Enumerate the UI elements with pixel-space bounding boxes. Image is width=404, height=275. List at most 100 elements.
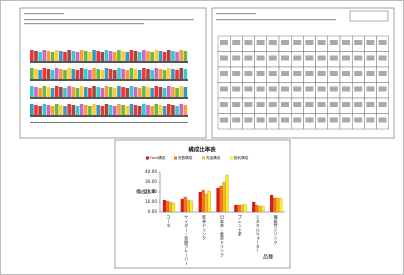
product <box>63 70 67 79</box>
cell-text <box>318 118 326 123</box>
product <box>30 50 34 61</box>
cell-text <box>379 87 387 92</box>
product <box>67 68 71 79</box>
product <box>47 105 51 115</box>
product <box>117 104 121 115</box>
legend-swatch <box>146 157 149 160</box>
product <box>163 106 167 115</box>
product <box>72 51 76 61</box>
y-tick-label: 20.00 <box>145 189 157 194</box>
cell-text <box>305 40 313 45</box>
product <box>134 87 138 97</box>
product <box>51 52 55 61</box>
product <box>34 51 38 61</box>
bar <box>208 191 211 212</box>
cell-text <box>366 40 374 45</box>
product <box>101 88 105 97</box>
bar <box>237 205 240 212</box>
product <box>55 86 59 97</box>
product <box>138 106 142 115</box>
x-tick-label: コーラ <box>166 215 171 228</box>
product <box>121 105 125 115</box>
screenshot: 構成比率表 構成比率 品種 Face構成売数構成売金構成粗利構成0.0010.0… <box>0 0 404 275</box>
product <box>42 68 46 79</box>
product <box>142 86 146 97</box>
legend-label: 粗利構成 <box>234 155 249 160</box>
shelf-bottom <box>30 122 188 123</box>
product <box>38 106 42 115</box>
bar <box>240 205 243 212</box>
cell-text <box>342 71 350 76</box>
cell-text <box>220 118 228 123</box>
bar <box>202 190 205 212</box>
cell-text <box>379 118 387 123</box>
product <box>38 70 42 79</box>
product <box>184 87 188 97</box>
product <box>146 87 150 97</box>
x-tick-label: 機能性ドリンク <box>273 214 279 245</box>
product <box>63 52 67 61</box>
product <box>30 104 34 115</box>
product <box>142 104 146 115</box>
cell-text <box>269 87 277 92</box>
product <box>51 70 55 79</box>
product <box>146 51 150 61</box>
bar <box>172 203 175 212</box>
shelf <box>30 97 188 99</box>
bar <box>169 202 172 212</box>
cell-text <box>269 118 277 123</box>
product <box>63 106 67 115</box>
product <box>142 68 146 79</box>
product <box>80 104 84 115</box>
cell-text <box>244 102 252 107</box>
cell-text <box>269 56 277 61</box>
product <box>159 51 163 61</box>
product <box>34 105 38 115</box>
product <box>171 105 175 115</box>
product <box>92 68 96 79</box>
bar <box>187 200 190 212</box>
bar <box>220 186 223 212</box>
product <box>155 86 159 97</box>
cell-text <box>281 71 289 76</box>
bar <box>190 201 193 212</box>
cell-text <box>293 87 301 92</box>
product <box>30 86 34 97</box>
product <box>175 70 179 79</box>
product <box>155 68 159 79</box>
legend-label: 売金構成 <box>206 155 221 160</box>
product <box>30 68 34 79</box>
product <box>130 50 134 61</box>
product <box>92 86 96 97</box>
cell-text <box>232 102 240 107</box>
product <box>159 87 163 97</box>
y-tick-label: 10.00 <box>145 199 157 204</box>
cell-text <box>220 102 228 107</box>
bar <box>205 194 208 212</box>
product <box>109 51 113 61</box>
product <box>163 88 167 97</box>
product <box>171 69 175 79</box>
product <box>55 50 59 61</box>
product <box>80 86 84 97</box>
legend-swatch <box>202 157 205 160</box>
cell-text <box>305 71 313 76</box>
product <box>38 88 42 97</box>
cell-text <box>244 71 252 76</box>
x-tick-label: 乾茶ドリンク <box>201 214 207 241</box>
cell-text <box>293 40 301 45</box>
product <box>125 70 129 79</box>
product <box>121 87 125 97</box>
product <box>80 50 84 61</box>
cell-text <box>257 118 265 123</box>
bar <box>261 206 264 212</box>
cell-text <box>379 40 387 45</box>
cell-text <box>293 102 301 107</box>
cell-text <box>257 71 265 76</box>
bar <box>223 182 226 212</box>
product <box>109 105 113 115</box>
product <box>96 69 100 79</box>
product <box>175 52 179 61</box>
product <box>72 105 76 115</box>
legend-label: 売数構成 <box>178 155 193 160</box>
